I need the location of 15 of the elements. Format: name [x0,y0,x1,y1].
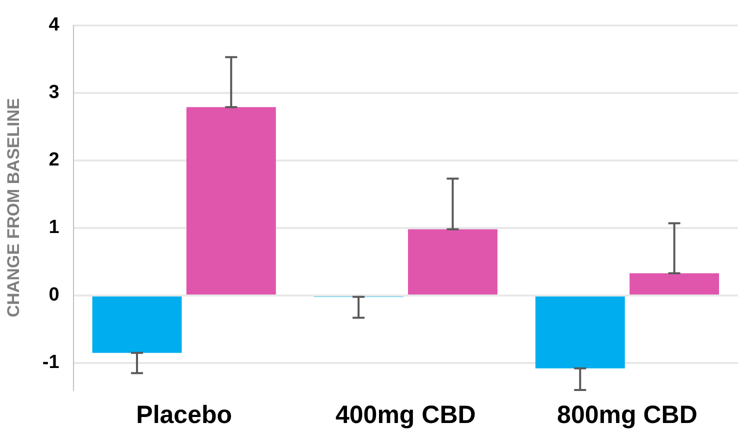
y-tick-label: 4 [48,14,60,36]
x-tick-label: 800mg CBD [557,400,698,429]
y-tick-label: 1 [48,217,60,238]
bar [630,273,720,294]
x-tick-label: 400mg CBD [335,400,476,429]
y-tick-label: 2 [48,150,60,171]
bar [92,296,182,353]
bar [408,229,498,294]
y-axis-title: CHANGE FROM BASELINE [4,98,23,318]
y-tick-label: -1 [42,352,60,374]
bar [535,296,625,368]
y-tick-label: 3 [48,82,60,104]
y-tick-label: 0 [48,284,60,306]
bar [186,107,276,294]
x-tick-label: Placebo [136,400,232,429]
